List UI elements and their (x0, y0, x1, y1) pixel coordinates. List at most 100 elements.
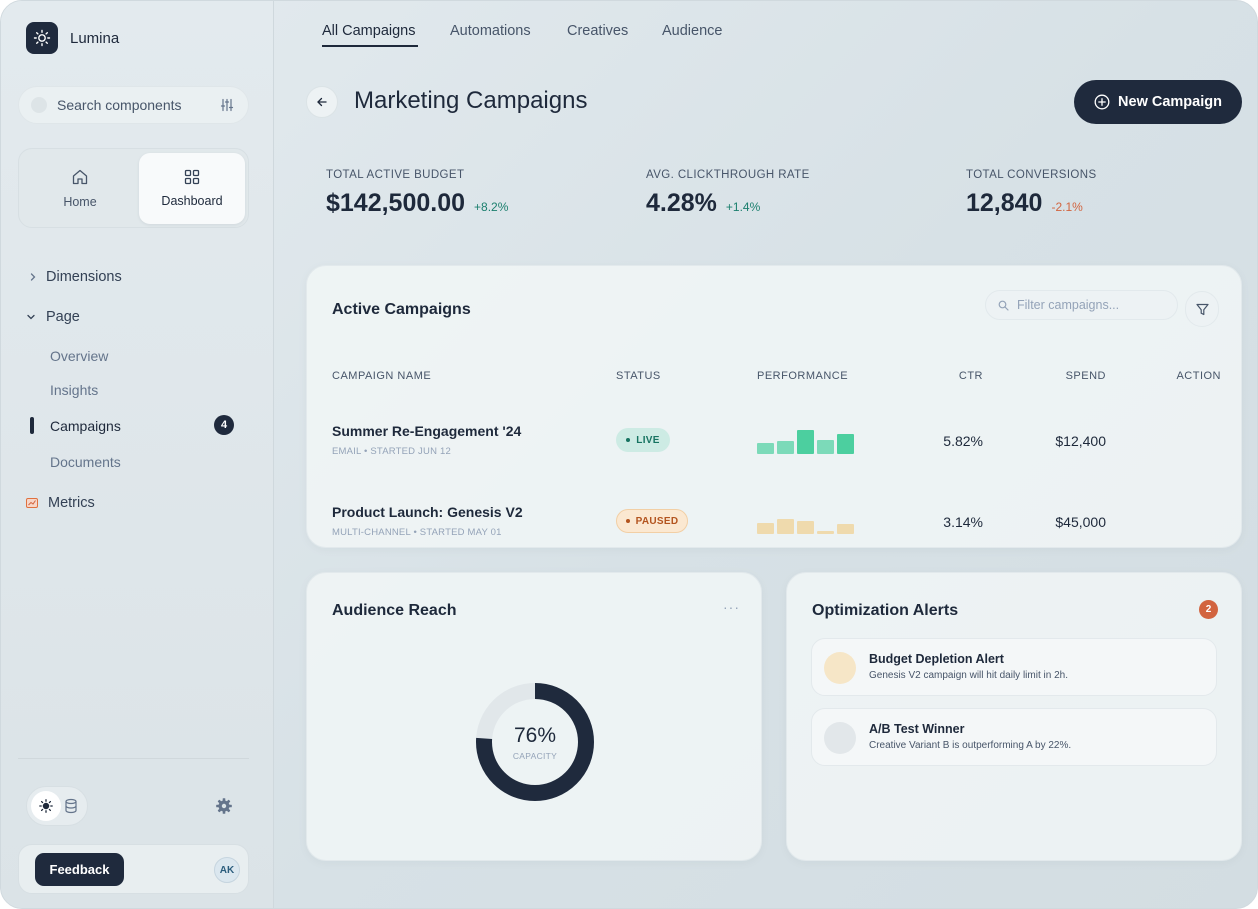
performance-sparkbars (757, 514, 857, 534)
search-icon (31, 97, 47, 113)
search-input[interactable]: Search components (18, 86, 249, 124)
nav-dimensions-label: Dimensions (46, 269, 122, 285)
nav-metrics-label: Metrics (48, 495, 95, 511)
tile-home[interactable]: Home (23, 153, 137, 224)
performance-bar (837, 524, 854, 534)
donut-arc (476, 683, 594, 801)
back-button[interactable] (306, 86, 338, 118)
stat-conversions: TOTAL CONVERSIONS 12,840 -2.1% (966, 169, 1097, 218)
nav-item-campaigns[interactable]: Campaigns (50, 418, 121, 434)
performance-bar (817, 440, 834, 454)
chevron-down-icon (27, 314, 35, 320)
stat-delta: +1.4% (725, 200, 761, 214)
alert-title: Budget Depletion Alert (869, 652, 1004, 666)
nav-dimensions[interactable]: Dimensions (28, 269, 122, 285)
theme-toggle[interactable] (26, 786, 88, 826)
database-icon[interactable] (64, 798, 78, 814)
nav-item-overview[interactable]: Overview (50, 348, 109, 364)
new-campaign-button[interactable]: New Campaign (1074, 80, 1242, 124)
nav-item-documents[interactable]: Documents (50, 454, 121, 470)
quick-tiles: Home Dashboard (18, 148, 249, 228)
arrow-left-icon (317, 97, 327, 107)
status-badge: LIVE (616, 428, 670, 452)
status-label: LIVE (636, 434, 660, 446)
alert-item[interactable]: A/B Test Winner Creative Variant B is ou… (811, 708, 1217, 766)
tab-all-campaigns[interactable]: All Campaigns (322, 23, 416, 39)
status-badge: PAUSED (616, 509, 688, 533)
performance-bar (817, 531, 834, 534)
performance-bar (757, 523, 774, 534)
stat-label: AVG. CLICKTHROUGH RATE (646, 169, 810, 181)
stat-value: $142,500.00 (326, 189, 466, 217)
tab-underline (322, 45, 418, 47)
active-indicator (30, 417, 34, 434)
gear-icon[interactable] (215, 797, 233, 815)
optimization-alerts-card: Optimization Alerts 2 Budget Depletion A… (786, 572, 1242, 861)
more-icon[interactable]: ··· (723, 599, 740, 615)
column-header: SPEND (1065, 370, 1106, 382)
alert-description: Creative Variant B is outperforming A by… (869, 740, 1072, 751)
filter-button[interactable] (1185, 291, 1219, 327)
home-icon (72, 169, 88, 185)
grid-icon (184, 169, 200, 185)
nav-metrics[interactable]: Metrics (26, 495, 95, 511)
tab-audience[interactable]: Audience (662, 23, 723, 39)
sidebar-divider (18, 758, 249, 759)
card-title: Active Campaigns (332, 301, 471, 318)
alert-description: Genesis V2 campaign will hit daily limit… (869, 670, 1068, 681)
performance-sparkbars (757, 430, 857, 454)
nav-page-label: Page (46, 309, 80, 325)
audience-reach-card: Audience Reach ··· 76% CAPACITY (306, 572, 762, 861)
feedback-card: Feedback AK (18, 844, 249, 894)
chevron-right-icon (30, 273, 36, 281)
card-title: Optimization Alerts (812, 602, 959, 619)
sun-logo-icon (26, 22, 58, 54)
brand-name: Lumina (70, 29, 120, 47)
capacity-donut: 76% CAPACITY (475, 682, 595, 802)
stat-delta: -2.1% (1051, 200, 1083, 214)
ctr-value: 3.14% (943, 514, 983, 530)
stat-ctr: AVG. CLICKTHROUGH RATE 4.28% +1.4% (646, 169, 810, 218)
performance-bar (757, 443, 774, 454)
alert-count-badge: 2 (1199, 600, 1218, 619)
performance-bar (777, 441, 794, 454)
campaigns-count-badge: 4 (214, 415, 234, 435)
ctr-value: 5.82% (943, 433, 983, 449)
column-header: ACTION (1176, 370, 1221, 382)
tab-creatives[interactable]: Creatives (567, 23, 629, 39)
feedback-button[interactable]: Feedback (35, 853, 124, 886)
trophy-icon (824, 722, 856, 754)
status-label: PAUSED (635, 515, 679, 527)
column-header: CTR (958, 370, 983, 382)
search-icon (998, 300, 1009, 311)
active-campaigns-card: Active Campaigns Filter campaigns... CAM… (306, 265, 1242, 548)
campaign-name[interactable]: Summer Re-Engagement '24 (332, 423, 522, 439)
plus-circle-icon (1094, 94, 1110, 110)
column-header: PERFORMANCE (757, 370, 849, 382)
performance-bar (797, 430, 814, 454)
performance-bar (837, 434, 854, 454)
new-campaign-label: New Campaign (1118, 94, 1222, 110)
search-placeholder: Search components (57, 97, 182, 113)
campaign-name[interactable]: Product Launch: Genesis V2 (332, 504, 523, 520)
brand[interactable]: Lumina (26, 22, 119, 54)
tab-automations[interactable]: Automations (450, 23, 531, 39)
campaign-meta: EMAIL • STARTED JUN 12 (332, 446, 451, 457)
stat-label: TOTAL CONVERSIONS (966, 169, 1097, 181)
sun-icon[interactable] (31, 791, 61, 821)
nav-item-insights[interactable]: Insights (50, 382, 99, 398)
tile-dashboard[interactable]: Dashboard (139, 153, 245, 224)
filter-icon (1195, 303, 1209, 315)
avatar[interactable]: AK (214, 857, 240, 883)
column-header: STATUS (616, 370, 661, 382)
sliders-icon[interactable] (220, 98, 234, 112)
campaign-meta: MULTI-CHANNEL • STARTED MAY 01 (332, 527, 502, 538)
page-title: Marketing Campaigns (354, 87, 588, 114)
chart-icon (26, 498, 38, 508)
performance-bar (797, 521, 814, 534)
alert-item[interactable]: Budget Depletion Alert Genesis V2 campai… (811, 638, 1217, 696)
nav-page[interactable]: Page (26, 309, 80, 325)
filter-input[interactable]: Filter campaigns... (985, 290, 1178, 320)
status-dot (626, 438, 631, 442)
